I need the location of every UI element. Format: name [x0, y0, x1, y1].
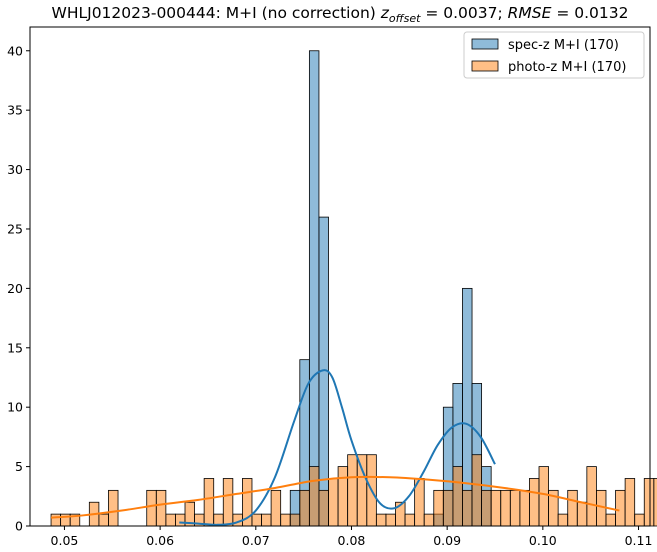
bar-photo-z [165, 513, 176, 527]
bar-photo-z [471, 454, 483, 527]
x-tick-label: 0.10 [529, 533, 557, 548]
bar-photo-z [624, 478, 636, 527]
bar-photo-z [50, 513, 62, 527]
bar-photo-z [500, 489, 511, 527]
bars-layer [50, 50, 657, 527]
bar-photo-z [328, 478, 339, 527]
legend: spec-z M+I (170) photo-z M+I (170) [463, 31, 645, 79]
bar-photo-z [567, 489, 578, 527]
bar-photo-z [605, 513, 616, 527]
bar-photo-z [519, 489, 530, 527]
x-tick-label: 0.05 [51, 533, 79, 548]
x-tick-label: 0.08 [338, 533, 366, 548]
bar-photo-z [356, 454, 368, 527]
bar-photo-z [462, 489, 473, 527]
bar-photo-z [385, 513, 396, 527]
x-tick-label: 0.09 [433, 533, 461, 548]
bar-photo-z [653, 478, 657, 527]
bar-photo-z [347, 454, 358, 527]
title-rmse-symbol: RMSE [508, 4, 552, 22]
kde-layer [50, 369, 620, 526]
bar-photo-z [404, 513, 416, 527]
bar-photo-z [318, 489, 329, 527]
legend-label-photo-z: photo-z M+I (170) [508, 60, 626, 75]
bar-photo-z [433, 489, 444, 527]
bar-photo-z [299, 489, 310, 527]
bar-photo-z [634, 513, 645, 527]
bar-photo-z [280, 513, 291, 527]
bar-photo-z [490, 489, 502, 527]
bar-photo-z [557, 513, 569, 527]
plot-frame [29, 26, 651, 527]
legend-swatch-photo-z [471, 60, 499, 72]
bar-photo-z [261, 513, 272, 527]
x-tick-label: 0.06 [146, 533, 174, 548]
bar-spec-z [308, 50, 320, 527]
bar-photo-z [337, 466, 349, 527]
legend-label-spec-z: spec-z M+I (170) [508, 38, 619, 53]
bar-photo-z [442, 489, 454, 527]
bar-photo-z [146, 489, 157, 527]
bar-photo-z [586, 466, 597, 527]
kde-line-photo-z [50, 475, 620, 519]
axes-layer: 0.05 0.06 0.07 0.08 0.09 0.10 0.11 0 5 10 15 20 25 30… [7, 43, 652, 548]
y-tick-label: 5 [15, 459, 23, 474]
y-tick-label: 20 [7, 281, 23, 296]
title-prefix: WHLJ012023-000444: M+I (no correction) [52, 4, 381, 22]
y-tick-label: 10 [7, 400, 23, 415]
bar-photo-z [643, 478, 655, 527]
bar-photo-z [251, 513, 262, 527]
bar-photo-z [108, 489, 119, 527]
bar-photo-z [375, 513, 387, 527]
legend-box [463, 31, 645, 79]
title-z-symbol: z [380, 4, 390, 22]
bar-photo-z [529, 478, 540, 527]
bar-photo-z [222, 478, 234, 527]
bar-photo-z [175, 513, 186, 527]
legend-swatch-spec-z [471, 38, 499, 50]
bar-photo-z [423, 513, 435, 527]
bar-photo-z [270, 489, 282, 527]
y-tick-label: 15 [7, 340, 23, 355]
chart-title: WHLJ012023-000444: M+I (no correction) z… [52, 4, 629, 25]
bar-photo-z [98, 513, 109, 527]
title-rmse-value: = 0.0132 [551, 4, 628, 22]
x-tick-label: 0.07 [242, 533, 270, 548]
bar-photo-z [308, 466, 320, 527]
y-tick-label: 40 [7, 43, 23, 58]
bar-photo-z [289, 513, 301, 527]
kde-line-spec-z [179, 369, 496, 526]
title-z-value: = 0.0037; [420, 4, 507, 22]
bar-photo-z [538, 466, 549, 527]
bar-photo-z [155, 489, 167, 527]
bar-photo-z [481, 489, 492, 527]
y-tick-label: 35 [7, 103, 23, 118]
bar-photo-z [509, 489, 521, 527]
y-tick-label: 30 [7, 162, 23, 177]
y-tick-label: 0 [15, 519, 23, 534]
bar-photo-z [615, 489, 626, 527]
bar-photo-z [203, 478, 215, 527]
y-tick-label: 25 [7, 221, 23, 236]
bar-photo-z [576, 501, 588, 527]
title-z-subscript: offset [389, 12, 421, 25]
x-tick-label: 0.11 [625, 533, 653, 548]
bar-photo-z [452, 466, 463, 527]
